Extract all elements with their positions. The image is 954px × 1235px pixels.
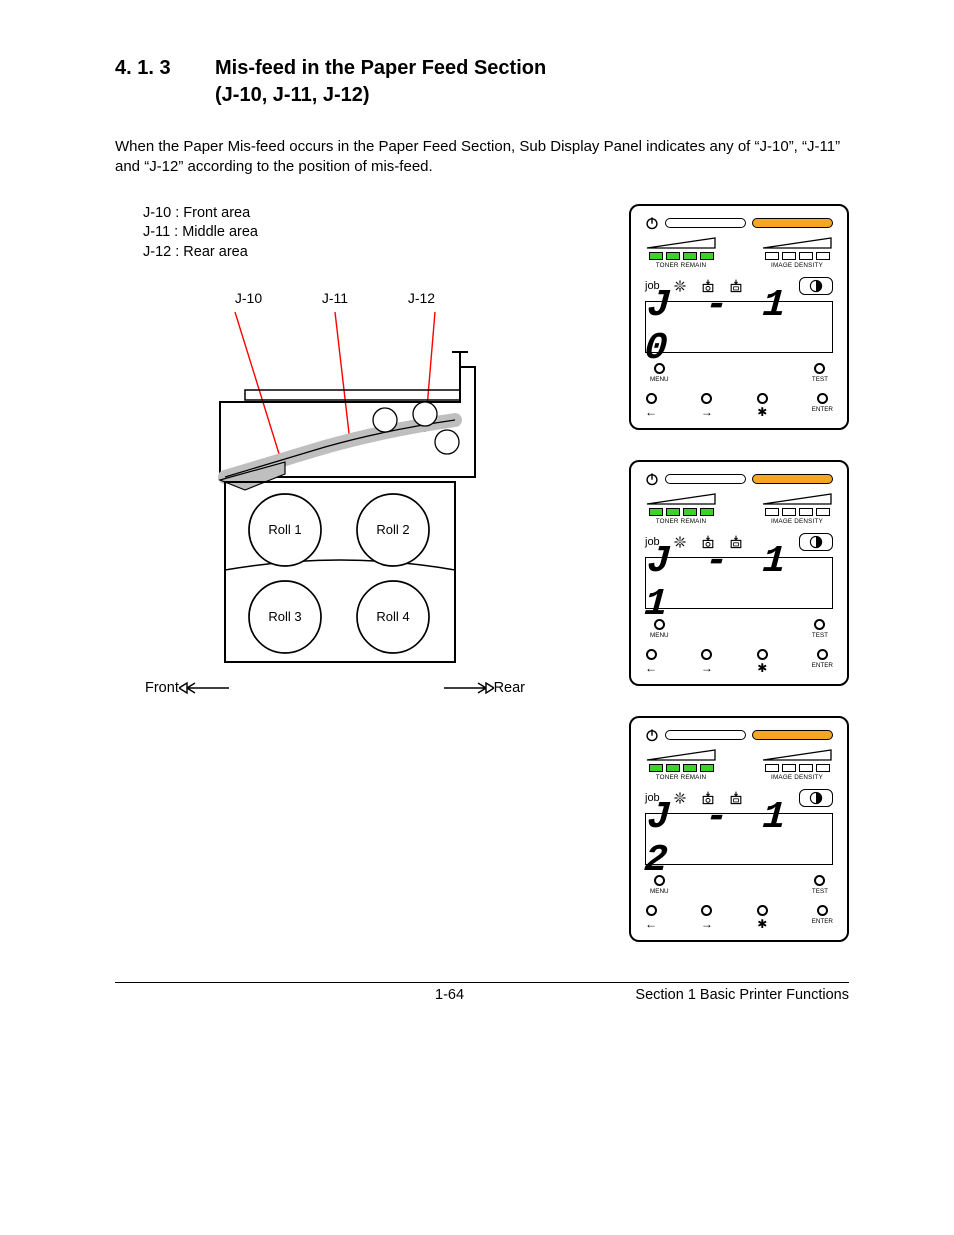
status-bar-empty	[665, 730, 746, 740]
left-column: J-10 : Front area J-11 : Middle area J-1…	[115, 204, 599, 942]
toner-gauge: TONER REMAIN	[645, 748, 717, 781]
status-bar-orange	[752, 474, 833, 484]
callout-j11: J-11	[322, 290, 348, 306]
roll-label: Roll 2	[376, 522, 409, 537]
power-icon	[645, 472, 659, 486]
callout-labels: J-10 J-11 J-12	[205, 290, 465, 306]
lcd-display: J - 1 1	[645, 557, 833, 609]
heading-title: Mis-feed in the Paper Feed Section (J-10…	[215, 55, 546, 109]
toner-gauge: TONER REMAIN	[645, 236, 717, 269]
rear-label: Rear	[494, 680, 525, 696]
roll-label: Roll 3	[268, 609, 301, 624]
density-gauge: IMAGE DENSITY	[761, 492, 833, 525]
display-panel: TONER REMAIN IMAGE DENSITY job 8	[629, 460, 849, 686]
right-button[interactable]: →	[701, 649, 713, 674]
toner-gauge: TONER REMAIN	[645, 492, 717, 525]
lcd-display: J - 1 0	[645, 301, 833, 353]
legend-item: J-10 : Front area	[143, 204, 599, 224]
callout-j12: J-12	[408, 290, 435, 306]
enter-button[interactable]: ENTER	[812, 393, 833, 418]
page-footer: 1-64 Section 1 Basic Printer Functions	[115, 982, 849, 1003]
roll-label: Roll 4	[376, 609, 409, 624]
document-page: 4. 1. 3 Mis-feed in the Paper Feed Secti…	[0, 0, 954, 1043]
page-number: 1-64	[435, 987, 464, 1003]
section-name: Section 1 Basic Printer Functions	[635, 987, 849, 1003]
intro-paragraph: When the Paper Mis-feed occurs in the Pa…	[115, 137, 849, 178]
star-button[interactable]: ✱	[757, 393, 768, 418]
area-legend: J-10 : Front area J-11 : Middle area J-1…	[115, 204, 599, 263]
status-bar-orange	[752, 218, 833, 228]
left-button[interactable]: ←	[645, 649, 657, 674]
density-gauge: IMAGE DENSITY	[761, 748, 833, 781]
lcd-display: J - 1 2	[645, 813, 833, 865]
schematic: J-10 J-11 J-12	[125, 290, 545, 696]
enter-button[interactable]: ENTER	[812, 905, 833, 930]
heading-number: 4. 1. 3	[115, 55, 215, 109]
left-button[interactable]: ←	[645, 905, 657, 930]
arrow-left-icon	[179, 682, 229, 694]
status-bar-empty	[665, 474, 746, 484]
status-bar-orange	[752, 730, 833, 740]
legend-item: J-12 : Rear area	[143, 243, 599, 263]
power-icon	[645, 728, 659, 742]
front-rear-arrows: Front Rear	[145, 680, 525, 696]
legend-item: J-11 : Middle area	[143, 223, 599, 243]
printer-schematic-svg: Roll 1 Roll 2 Roll 3 Roll 4	[125, 312, 545, 672]
content-columns: J-10 : Front area J-11 : Middle area J-1…	[115, 204, 849, 942]
star-button[interactable]: ✱	[757, 649, 768, 674]
power-icon	[645, 216, 659, 230]
right-button[interactable]: →	[701, 905, 713, 930]
status-bar-empty	[665, 218, 746, 228]
callout-j10: J-10	[235, 290, 262, 306]
front-label: Front	[145, 680, 179, 696]
right-button[interactable]: →	[701, 393, 713, 418]
right-column: TONER REMAIN IMAGE DENSITY job 8	[629, 204, 849, 942]
enter-button[interactable]: ENTER	[812, 649, 833, 674]
roll-label: Roll 1	[268, 522, 301, 537]
display-panel: TONER REMAIN IMAGE DENSITY job 8	[629, 716, 849, 942]
arrow-right-icon	[444, 682, 494, 694]
section-heading: 4. 1. 3 Mis-feed in the Paper Feed Secti…	[115, 55, 849, 109]
left-button[interactable]: ←	[645, 393, 657, 418]
density-gauge: IMAGE DENSITY	[761, 236, 833, 269]
star-button[interactable]: ✱	[757, 905, 768, 930]
display-panel: TONER REMAIN IMAGE DENSITY job 8	[629, 204, 849, 430]
